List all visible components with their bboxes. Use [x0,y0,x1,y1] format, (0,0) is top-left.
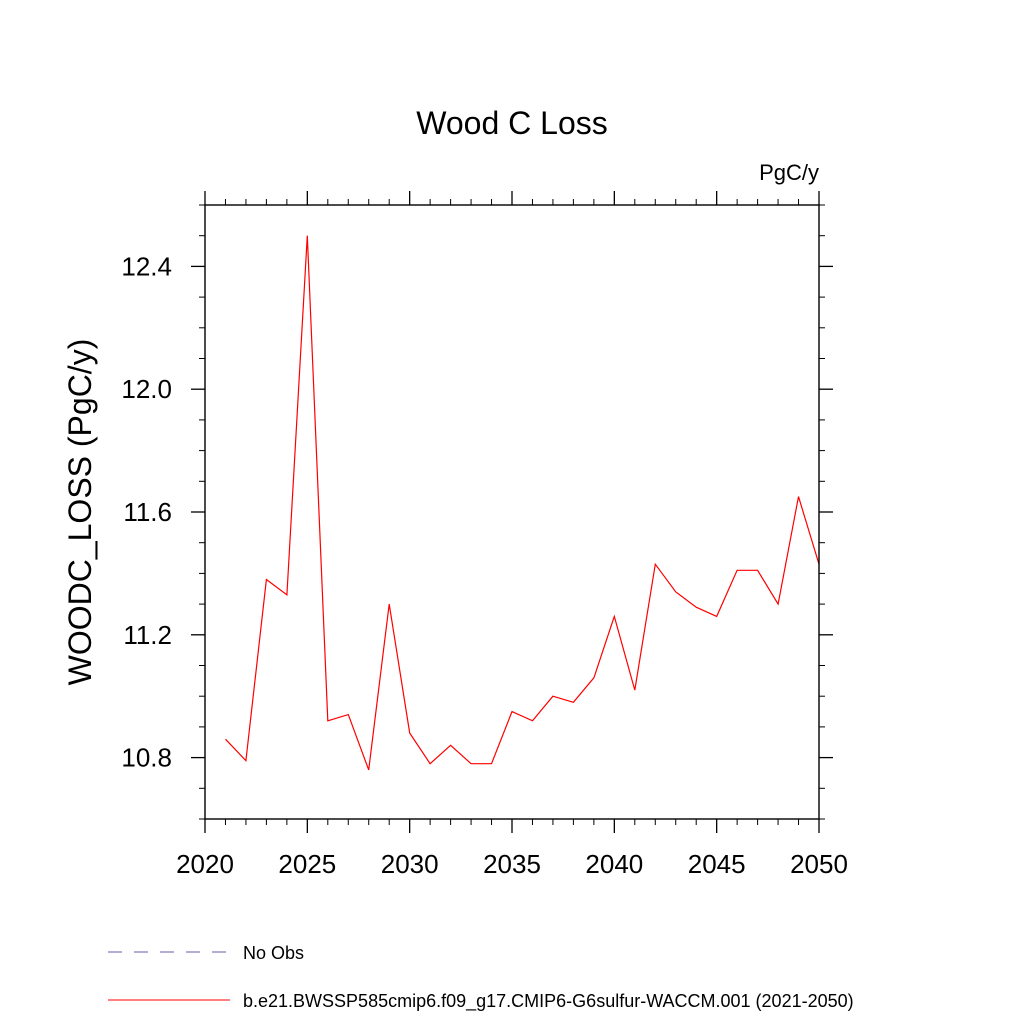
legend-label: b.e21.BWSSP585cmip6.f09_g17.CMIP6-G6sulf… [243,991,854,1012]
x-tick-label: 2035 [483,849,541,879]
axis-ticks: 2020 2025 2030 2035 2040 2045 2050 10.8 11.2 11.6… [121,191,848,879]
x-tick-label: 2050 [790,849,848,879]
y-tick-label: 12.0 [121,374,172,404]
plot-lines [225,235,820,771]
units-label: PgC/y [759,160,819,185]
plot-frame [204,204,820,820]
legend-label: No Obs [243,943,304,963]
y-tick-label: 11.2 [123,620,172,650]
x-tick-label: 2020 [176,849,234,879]
y-axis-label: WOODC_LOSS (PgC/y) [62,339,98,686]
x-tick-label: 2045 [688,849,746,879]
x-tick-label: 2025 [278,849,336,879]
legend: No Obs b.e21.BWSSP585cmip6.f09_g17.CMIP6-… [108,943,854,1012]
x-tick-label: 2040 [585,849,643,879]
series-line-1 [225,235,820,771]
chart-title: Wood C Loss [416,105,608,141]
y-tick-label: 12.4 [121,251,172,281]
x-tick-label: 2030 [381,849,439,879]
y-tick-label: 10.8 [121,743,172,773]
y-tick-label: 11.6 [123,497,172,527]
